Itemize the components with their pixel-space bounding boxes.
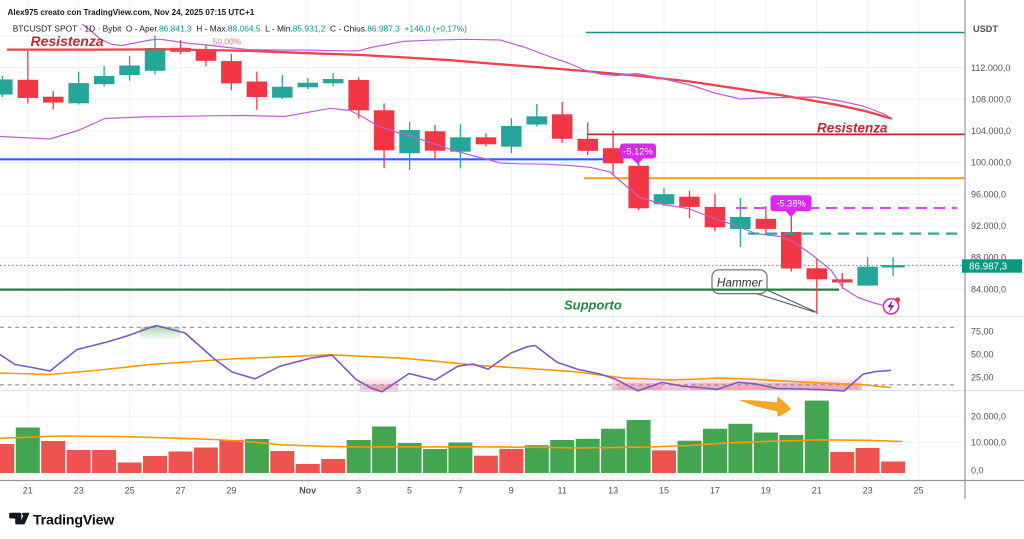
svg-text:75,00: 75,00 [971, 327, 994, 337]
svg-text:Alex975 creato con TradingView: Alex975 creato con TradingView.com, Nov … [8, 8, 255, 17]
svg-text:50,00%: 50,00% [213, 36, 242, 46]
svg-text:21: 21 [23, 485, 33, 495]
svg-text:25,00: 25,00 [971, 373, 994, 383]
svg-text:Supporto: Supporto [564, 298, 622, 313]
svg-text:-5.38%: -5.38% [776, 199, 805, 209]
svg-text:BTCUSDT SPOT · 1D · Bybit O -: BTCUSDT SPOT · 1D · Bybit O - Aper.86.84… [13, 24, 467, 34]
svg-text:9: 9 [509, 485, 514, 495]
svg-text:88.000,0: 88.000,0 [971, 253, 1006, 263]
svg-text:13: 13 [608, 485, 618, 495]
svg-text:7: 7 [458, 485, 463, 495]
svg-text:84.000,0: 84.000,0 [971, 284, 1006, 294]
svg-text:50,00: 50,00 [971, 350, 994, 360]
svg-text:TradingView: TradingView [33, 512, 115, 528]
svg-text:25: 25 [913, 485, 923, 495]
svg-text:20.000,0: 20.000,0 [971, 412, 1006, 422]
svg-text:92.000,0: 92.000,0 [971, 221, 1006, 231]
svg-text:3: 3 [356, 485, 361, 495]
svg-text:0,0: 0,0 [971, 466, 984, 476]
svg-text:Hammer: Hammer [717, 275, 763, 289]
svg-text:Nov: Nov [299, 485, 316, 495]
svg-text:USDT: USDT [973, 24, 998, 34]
svg-text:Resistenza: Resistenza [31, 33, 104, 49]
svg-text:108.000,0: 108.000,0 [971, 94, 1011, 104]
svg-text:29: 29 [226, 485, 236, 495]
svg-text:11: 11 [558, 485, 567, 495]
svg-text:21: 21 [812, 485, 822, 495]
svg-text:27: 27 [175, 485, 185, 495]
svg-text:25: 25 [125, 485, 135, 495]
svg-text:96.000,0: 96.000,0 [971, 189, 1006, 199]
svg-text:Resistenza: Resistenza [817, 120, 888, 135]
svg-text:23: 23 [74, 485, 84, 495]
svg-text:15: 15 [659, 485, 669, 495]
svg-text:104.000,0: 104.000,0 [971, 126, 1011, 136]
svg-text:86.987,3: 86.987,3 [969, 261, 1008, 272]
svg-text:-5.12%: -5.12% [623, 146, 652, 156]
svg-text:10.000,0: 10.000,0 [971, 438, 1006, 448]
svg-text:112.000,0: 112.000,0 [971, 63, 1010, 73]
svg-text:5: 5 [407, 485, 412, 495]
svg-text:23: 23 [863, 485, 873, 495]
svg-text:100.000,0: 100.000,0 [971, 158, 1011, 168]
svg-text:19: 19 [761, 485, 771, 495]
svg-text:17: 17 [710, 485, 720, 495]
